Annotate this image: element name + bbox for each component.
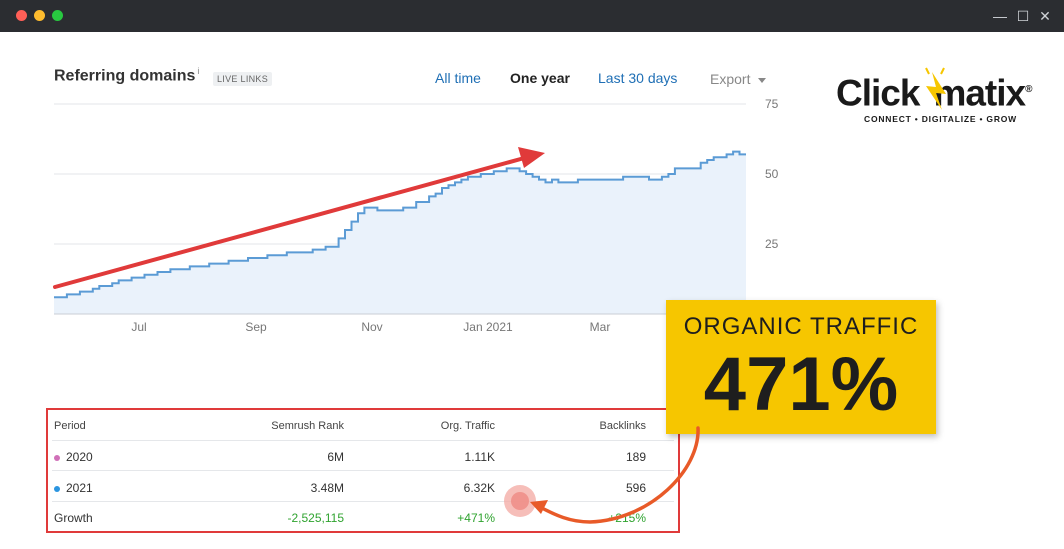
range-all-time[interactable]: All time <box>435 70 481 86</box>
organic-traffic-callout: ORGANIC TRAFFIC 471% <box>666 300 936 434</box>
logo-registered-mark: ® <box>1025 84 1032 95</box>
x-axis-ticks: Jul Sep Nov Jan 2021 Mar <box>131 320 610 334</box>
window-titlebar: — ☐ ✕ <box>0 0 1064 32</box>
minimize-icon[interactable]: — <box>993 8 1007 24</box>
backlinks-cell: 189 <box>625 450 646 464</box>
close-window-dot[interactable] <box>16 10 27 21</box>
x-tick-label: Mar <box>590 320 611 334</box>
period-cell: 2020 <box>54 450 93 464</box>
range-last-30-days[interactable]: Last 30 days <box>598 70 678 86</box>
y-tick-label: 75 <box>765 97 779 111</box>
maximize-icon[interactable]: ☐ <box>1016 8 1030 24</box>
period-label: 2021 <box>66 481 93 495</box>
export-label: Export <box>710 71 751 87</box>
callout-label: ORGANIC TRAFFIC <box>683 313 919 340</box>
row-divider <box>52 501 674 502</box>
column-header-org-traffic: Org. Traffic <box>440 420 495 432</box>
live-links-badge[interactable]: LIVE LINKS <box>213 72 273 86</box>
rank-cell: 3.48M <box>310 481 344 495</box>
y-axis-ticks: 75 50 25 <box>765 97 779 251</box>
series-2021-dot <box>54 485 60 492</box>
y-tick-label: 25 <box>765 237 779 251</box>
rank-growth-cell: -2,525,115 <box>287 511 345 525</box>
traffic-cell: 6.32K <box>463 481 495 495</box>
logo-tagline: CONNECT • DIGITALIZE • GROW <box>864 114 1017 124</box>
range-one-year[interactable]: One year <box>510 70 570 86</box>
info-icon[interactable]: i <box>197 66 200 76</box>
logo-word-right: matix <box>933 72 1026 114</box>
backlinks-growth-cell: +215% <box>608 511 646 525</box>
period-label: 2020 <box>66 450 93 464</box>
column-header-semrush-rank: Semrush Rank <box>271 420 344 432</box>
x-tick-label: Jan 2021 <box>463 320 513 334</box>
minimize-window-dot[interactable] <box>34 10 45 21</box>
period-cell: Growth <box>54 511 93 525</box>
maximize-window-dot[interactable] <box>52 10 63 21</box>
x-tick-label: Jul <box>131 320 146 334</box>
traffic-growth-cell: +471% <box>457 511 495 525</box>
rank-cell: 6M <box>327 450 344 464</box>
row-divider <box>52 440 674 441</box>
clickmatix-logo: Click matix® CONNECT • DIGITALIZE • GROW <box>836 66 1046 136</box>
logo-spark-icon <box>925 67 946 110</box>
period-cell: 2021 <box>54 481 93 495</box>
row-divider <box>52 470 674 471</box>
logo-word-left: Click <box>836 72 920 114</box>
close-icon[interactable]: ✕ <box>1039 8 1051 24</box>
series-2020-dot <box>54 454 60 461</box>
backlinks-cell: 596 <box>625 481 646 495</box>
callout-value: 471% <box>703 342 899 427</box>
chevron-down-icon <box>758 77 767 83</box>
x-tick-label: Sep <box>245 320 267 334</box>
column-header-backlinks: Backlinks <box>599 420 646 432</box>
card-title: Referring domains i <box>54 66 199 85</box>
column-header-period: Period <box>54 420 86 432</box>
x-tick-label: Nov <box>361 320 382 334</box>
y-tick-label: 50 <box>765 167 779 181</box>
card-title-text: Referring domains <box>54 67 196 85</box>
metrics-table: Period Semrush Rank Org. Traffic Backlin… <box>46 408 680 533</box>
logo-wordmark: Click matix® <box>836 70 1033 114</box>
export-dropdown[interactable]: Export <box>710 71 767 87</box>
traffic-cell: 1.11K <box>464 450 495 464</box>
